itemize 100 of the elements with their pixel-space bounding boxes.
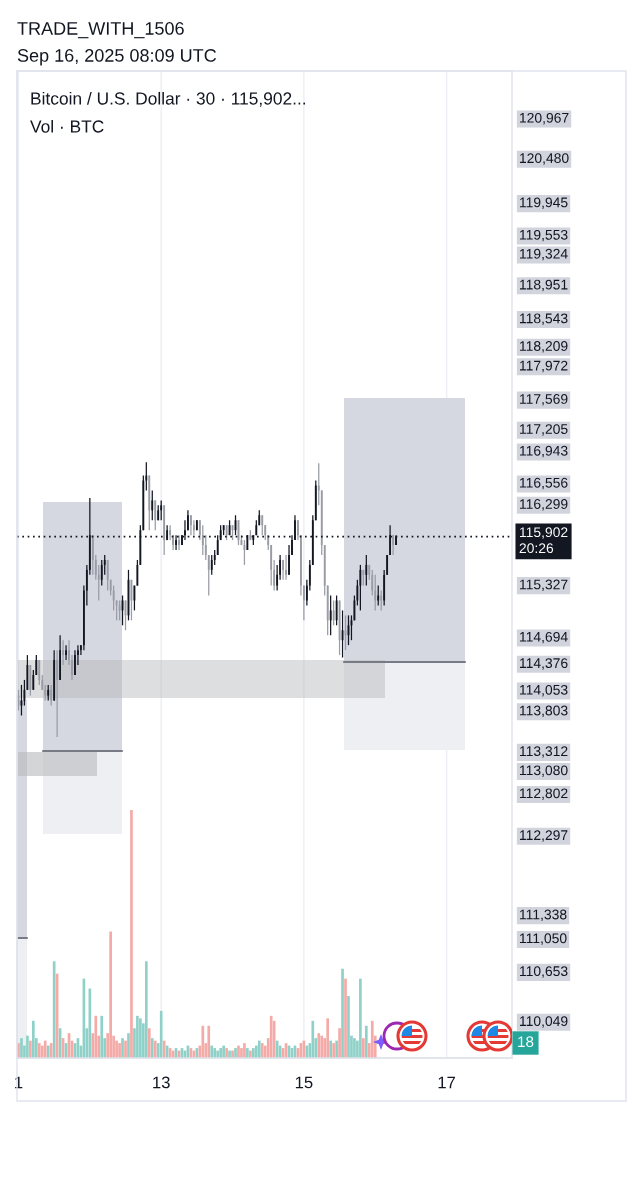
candlestick [103,554,106,576]
candlestick [273,559,276,592]
candlestick [204,534,207,561]
text: 18 [518,1036,534,1048]
candlestick [190,514,192,536]
y-tick-label: 116,556 [520,477,568,490]
y-tick-label: 115,327 [520,579,568,591]
y-tick-label: 120,480 [520,153,569,165]
candlestick [100,559,103,587]
bar [130,810,133,1058]
candlestick [160,499,163,521]
bar [109,931,112,1058]
bar [338,1028,341,1058]
candlestick [97,564,100,602]
bar [216,1050,220,1058]
y-tick-label: 111,050 [520,933,567,945]
x-tick-label: 1 [15,1076,23,1089]
bar [347,996,350,1058]
candlestick [65,644,67,661]
y-tick-label: 118,209 [520,341,568,353]
candlestick [74,649,76,676]
y-tick-label: 112,802 [520,788,568,800]
y-tick-label: 117,972 [520,360,568,373]
bar [311,1020,315,1058]
bar [147,1028,151,1058]
y-tick-label: 110,653 [520,966,568,978]
y-tick-label: 113,803 [520,705,568,718]
bar [344,978,347,1058]
bar [127,1033,130,1058]
bar [159,1010,163,1058]
y-tick-label: 113,080 [520,765,568,777]
y-tick-label: 113,312 [520,746,568,758]
candlestick [151,489,154,521]
y-tick-label: 116,299 [520,499,568,511]
bar [272,1020,276,1058]
candlestick [145,461,148,492]
candlestick [285,554,287,581]
bar [364,1025,368,1058]
bar [118,1043,121,1058]
bar [43,1040,47,1058]
bar [317,1033,321,1058]
x-tick-label: 13 [153,1076,170,1089]
bar [243,1043,246,1058]
bar [37,1043,41,1058]
x-tick-label: 15 [295,1076,313,1089]
bar [52,961,56,1058]
y-tick-label: 119,324 [520,248,568,261]
bar [136,1015,139,1058]
bar [207,1025,211,1058]
candlestick [115,599,118,621]
x-tick-label: 17 [438,1076,456,1089]
y-tick-label: 118,543 [520,313,568,325]
candlestick [282,559,284,581]
candlestick [371,569,374,597]
candlestick [56,649,59,738]
candlestick [38,659,41,686]
bar [29,1040,32,1058]
bar [32,1020,35,1058]
bar [326,1018,330,1058]
bar [26,1035,29,1058]
annotation: Bitcoin / U.S. Dollar · 30 · 115,902... [31,91,306,107]
candlestick [302,584,305,621]
bar [269,1015,273,1058]
bar [359,978,362,1058]
y-tick-label: 117,569 [520,394,568,406]
candlestick [329,594,332,636]
candlestick [192,519,195,536]
bar [362,1038,365,1058]
candlestick [50,684,53,707]
bar [94,1015,98,1058]
candlestick [300,534,302,597]
bar [144,961,148,1058]
candlestick [112,584,115,612]
bar [254,1045,258,1058]
bar [139,1018,142,1058]
y-tick-label: 112,297 [520,830,568,842]
bar [20,1038,23,1058]
bar [219,1048,222,1058]
candlestick [210,554,213,576]
bar [341,968,344,1058]
candlestick [201,524,204,556]
y-tick-label: 110,049 [520,1016,568,1028]
candlestick [288,544,290,576]
candlestick [374,574,377,612]
candlestick [207,554,210,597]
y-tick-label: 119,553 [520,229,568,242]
y-tick-label: 119,945 [520,197,568,209]
chart-subtitle: Sep 16, 2025 08:09 UTC [17,49,217,66]
candlestick [169,524,172,541]
bar [201,1025,205,1058]
y-tick-label: 114,053 [520,684,568,697]
candlestick [317,462,320,506]
candlestick [62,639,64,666]
candlestick [392,534,394,556]
candlestick [35,654,38,676]
bar [210,1045,214,1058]
ref-line-label: 115,902 20:26 [519,527,568,554]
y-tick-label: 111,338 [520,909,567,922]
y-tick-label: 114,694 [520,631,568,644]
chart-title: TRADE_WITH_1506 [17,22,184,39]
